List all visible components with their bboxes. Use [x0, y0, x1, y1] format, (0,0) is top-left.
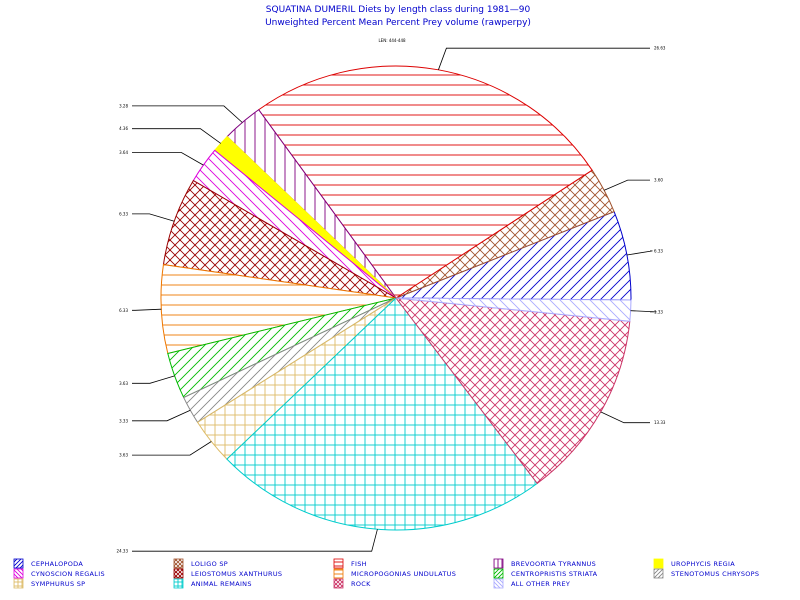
slice-value-label: 13.33 — [654, 420, 666, 425]
legend-item-centropristis-striata: CENTROPRISTIS STRIATA — [493, 568, 598, 579]
legend-label: UROPHYCIS REGIA — [671, 560, 735, 568]
slice-value-label: 3.63 — [119, 453, 128, 458]
leader-line-cephalopoda — [626, 250, 653, 256]
leader-line-leiostomus-xanthurus — [132, 213, 175, 222]
legend-item-all-other-prey: ALL OTHER PREY — [493, 578, 570, 589]
top-note: LEN: 444-448 — [378, 38, 406, 43]
legend-swatch — [13, 568, 24, 579]
leader-line-animal-remains — [132, 529, 378, 552]
legend-item-fish: FISH — [333, 558, 367, 569]
leader-line-all-other-prey — [630, 310, 657, 313]
leader-line-micropogonias-undulatus — [132, 308, 162, 311]
leader-line-fish — [438, 47, 650, 70]
legend-swatch — [333, 568, 344, 579]
leader-line-brevoortia-tyrannus — [132, 105, 243, 123]
legend-label: BREVOORTIA TYRANNUS — [511, 560, 596, 568]
legend-label: ALL OTHER PREY — [511, 580, 570, 588]
legend-label: LEIOSTOMUS XANTHURUS — [191, 570, 282, 578]
slice-value-label: 6.33 — [119, 211, 128, 216]
chart-subtitle: Unweighted Percent Mean Percent Prey vol… — [265, 18, 531, 28]
slice-value-label: 24.33 — [117, 549, 129, 554]
legend-item-leiostomus-xanthurus: LEIOSTOMUS XANTHURUS — [173, 568, 282, 579]
legend-label: ANIMAL REMAINS — [191, 580, 252, 588]
slice-value-label: 1.33 — [654, 309, 663, 314]
legend-swatch — [173, 568, 184, 579]
chart-title: SQUATINA DUMERIL Diets by length class d… — [266, 5, 531, 15]
leader-line-urophycis-regia — [132, 128, 222, 144]
leader-line-rock — [600, 411, 650, 424]
legend-label: CEPHALOPODA — [31, 560, 83, 568]
legend-swatch — [333, 578, 344, 589]
legend-label: CENTROPRISTIS STRIATA — [511, 570, 598, 578]
leader-line-centropristis-striata — [132, 375, 175, 384]
legend-item-urophycis-regia: UROPHYCIS REGIA — [653, 558, 735, 569]
slice-value-label: 4.36 — [119, 126, 128, 131]
legend-item-cephalopoda: CEPHALOPODA — [13, 558, 83, 569]
legend-label: MICROPOGONIAS UNDULATUS — [351, 570, 456, 578]
legend-label: ROCK — [351, 580, 371, 588]
legend-swatch — [13, 558, 24, 569]
legend-label: SYMPHURUS SP — [31, 580, 85, 588]
slice-value-label: 3.63 — [119, 381, 128, 386]
leader-line-loligo-sp — [604, 179, 650, 191]
legend-item-animal-remains: ANIMAL REMAINS — [173, 578, 252, 589]
legend-item-loligo-sp: LOLIGO SP — [173, 558, 228, 569]
legend-swatch — [653, 558, 664, 569]
slice-value-label: 6.33 — [119, 308, 128, 313]
slice-value-label: 3.60 — [654, 178, 663, 183]
legend-swatch — [333, 558, 344, 569]
legend-swatch — [173, 578, 184, 589]
legend-label: CYNOSCION REGALIS — [31, 570, 105, 578]
leader-line-symphurus-sp — [132, 441, 212, 456]
legend-swatch — [173, 558, 184, 569]
legend-swatch — [493, 578, 504, 589]
pie-slice-fish — [257, 65, 593, 299]
legend-swatch — [493, 558, 504, 569]
slice-value-label: 3.33 — [119, 418, 128, 423]
legend-item-micropogonias-undulatus: MICROPOGONIAS UNDULATUS — [333, 568, 456, 579]
pie-slices — [160, 65, 632, 531]
legend-swatch — [493, 568, 504, 579]
legend-swatch — [653, 568, 664, 579]
legend-item-cynoscion-regalis: CYNOSCION REGALIS — [13, 568, 105, 579]
legend-item-rock: ROCK — [333, 578, 371, 589]
slice-value-label: 3.28 — [119, 103, 128, 108]
legend-item-symphurus-sp: SYMPHURUS SP — [13, 578, 85, 589]
legend: CEPHALOPODA LOLIGO SP FISH BREVOORTIA TYRAN… — [13, 558, 759, 589]
slice-value-label: 6.33 — [654, 248, 663, 253]
slice-value-label: 3.64 — [119, 150, 128, 155]
leader-line-stenotomus-chrysops — [132, 409, 191, 422]
pie-slice-animal-remains — [226, 297, 538, 531]
slice-leader-lines: 6.33 3.60 26.63 3.28 4.36 3.64 6.33 6.33 3.63 3.3… — [117, 46, 666, 554]
legend-label: STENOTOMUS CHRYSOPS — [671, 570, 759, 578]
legend-label: FISH — [351, 560, 367, 568]
slice-value-label: 26.63 — [654, 46, 666, 51]
legend-item-brevoortia-tyrannus: BREVOORTIA TYRANNUS — [493, 558, 596, 569]
legend-label: LOLIGO SP — [191, 560, 228, 568]
legend-swatch — [13, 578, 24, 589]
leader-line-cynoscion-regalis — [132, 152, 204, 166]
legend-item-stenotomus-chrysops: STENOTOMUS CHRYSOPS — [653, 568, 759, 579]
